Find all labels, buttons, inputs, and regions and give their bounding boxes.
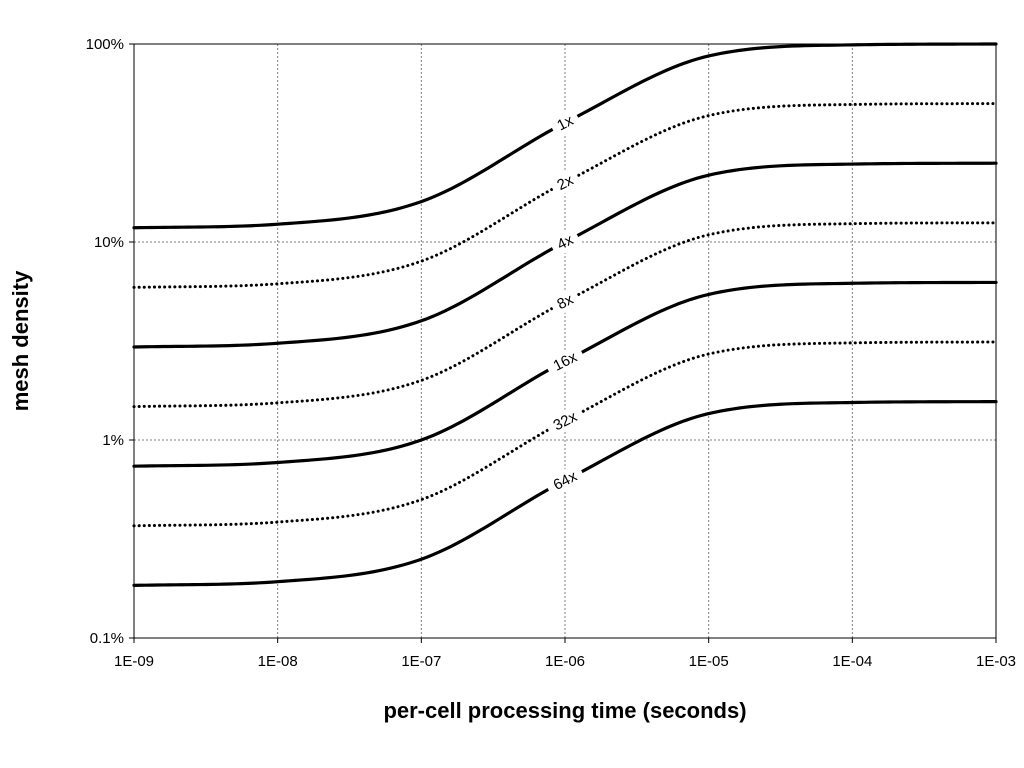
x-tick-label: 1E-05: [689, 653, 729, 670]
series-label-background: [547, 107, 583, 139]
y-axis-ticks: 0.1% 1% 10% 100%: [86, 36, 134, 647]
x-axis-title: per-cell processing time (seconds): [383, 698, 746, 723]
x-tick-label: 1E-06: [545, 653, 585, 670]
series-label-text: 2x: [554, 171, 576, 194]
x-tick-label: 1E-04: [832, 653, 872, 670]
series-label-background: [547, 226, 583, 258]
series-label-background: [543, 403, 587, 439]
grid-lines: [134, 44, 996, 638]
series-label-background: [543, 462, 587, 498]
series-label-1x: 1x: [547, 107, 583, 139]
series-label-2x: 2x: [547, 167, 583, 198]
y-tick-label: 100%: [86, 36, 124, 53]
series-label-8x: 8x: [547, 286, 583, 317]
series-label-text: 4x: [554, 231, 576, 254]
x-tick-label: 1E-09: [114, 653, 154, 670]
y-tick-label: 1%: [102, 432, 124, 449]
x-axis-ticks: 1E-09 1E-08 1E-07 1E-06 1E-05 1E-04 1E-03: [114, 638, 1016, 670]
series-label-background: [543, 343, 587, 379]
x-tick-label: 1E-03: [976, 653, 1016, 670]
y-tick-label: 0.1%: [90, 630, 124, 647]
x-tick-label: 1E-07: [401, 653, 441, 670]
series-label-text: 1x: [554, 112, 576, 135]
x-tick-label: 1E-08: [258, 653, 298, 670]
y-axis-title: mesh density: [8, 270, 33, 411]
series-label-background: [547, 167, 583, 198]
series-label-text: 8x: [554, 291, 576, 314]
series-label-background: [547, 286, 583, 317]
y-tick-label: 10%: [94, 234, 124, 251]
series-label-4x: 4x: [547, 226, 583, 258]
